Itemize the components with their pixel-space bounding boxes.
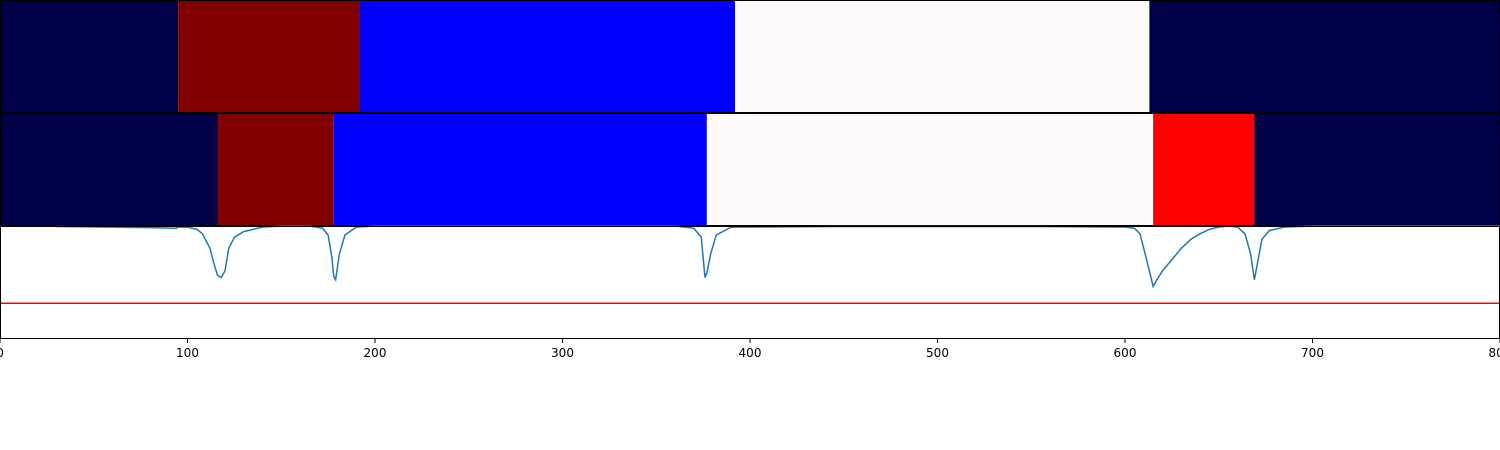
segment	[1254, 113, 1500, 225]
x-tick-label: 300	[551, 346, 574, 360]
segment	[735, 0, 1150, 112]
data-line	[56, 225, 1500, 289]
x-tick-label: 600	[1114, 346, 1137, 360]
segment	[706, 113, 1154, 225]
segment	[1153, 113, 1255, 225]
segment	[360, 0, 735, 112]
segment	[1149, 0, 1500, 112]
segment	[178, 0, 360, 112]
x-tick-label: 400	[739, 346, 762, 360]
segment	[0, 113, 218, 225]
x-tick-label: 200	[364, 346, 387, 360]
segment	[0, 0, 179, 112]
panel-frame	[0, 226, 1500, 339]
x-tick-label: 800	[1489, 346, 1500, 360]
x-tick-label: 0	[0, 346, 4, 360]
segment	[333, 113, 707, 225]
x-tick-label: 100	[176, 346, 199, 360]
x-tick-label: 700	[1301, 346, 1324, 360]
x-tick-label: 500	[926, 346, 949, 360]
segment	[217, 113, 334, 225]
